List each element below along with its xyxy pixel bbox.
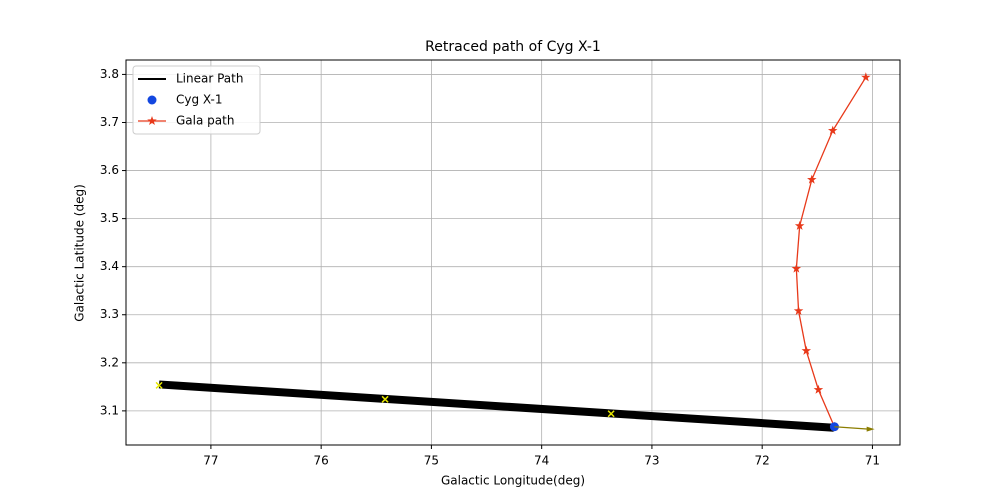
legend-label: Gala path [176, 114, 234, 128]
y-tick-label: 3.6 [100, 163, 119, 177]
chart-title: Retraced path of Cyg X-1 [425, 39, 601, 55]
arrow [834, 426, 869, 430]
y-tick-label: 3.3 [100, 307, 119, 321]
x-marker [381, 395, 389, 403]
y-tick-label: 3.1 [100, 403, 119, 417]
y-tick-label: 3.4 [100, 259, 119, 273]
legend-label: Cyg X-1 [176, 93, 223, 107]
series-line [158, 380, 835, 432]
y-tick-label: 3.2 [100, 355, 119, 369]
star-marker [807, 174, 817, 184]
star-marker [827, 125, 838, 135]
plot-frame [125, 59, 901, 446]
x-tick-label: 73 [644, 454, 659, 468]
x-tick-label: 71 [865, 454, 880, 468]
legend-label: Linear Path [176, 72, 243, 86]
star-marker [793, 305, 804, 315]
x-tick-label: 76 [314, 454, 329, 468]
x-marker [155, 381, 163, 389]
x-tick-label: 75 [424, 454, 439, 468]
y-tick-label: 3.5 [100, 211, 119, 225]
legend-swatch [147, 95, 157, 105]
star-marker [791, 263, 802, 273]
legend-swatch [147, 116, 157, 126]
y-tick-label: 3.7 [100, 115, 119, 129]
x-tick-label: 77 [203, 454, 218, 468]
x-tick-label: 72 [755, 454, 770, 468]
arrow-head [866, 426, 875, 432]
x-axis-label: Galactic Longitude(deg) [441, 474, 585, 488]
legend-box [132, 65, 261, 135]
x-tick-label: 74 [534, 454, 549, 468]
y-tick-label: 3.8 [100, 67, 119, 81]
star-marker [794, 220, 805, 230]
star-marker [801, 345, 812, 355]
star-marker [813, 384, 824, 394]
star-marker [861, 72, 871, 82]
x-marker [607, 410, 615, 418]
y-axis-label: Galactic Latitude (deg) [73, 184, 87, 322]
